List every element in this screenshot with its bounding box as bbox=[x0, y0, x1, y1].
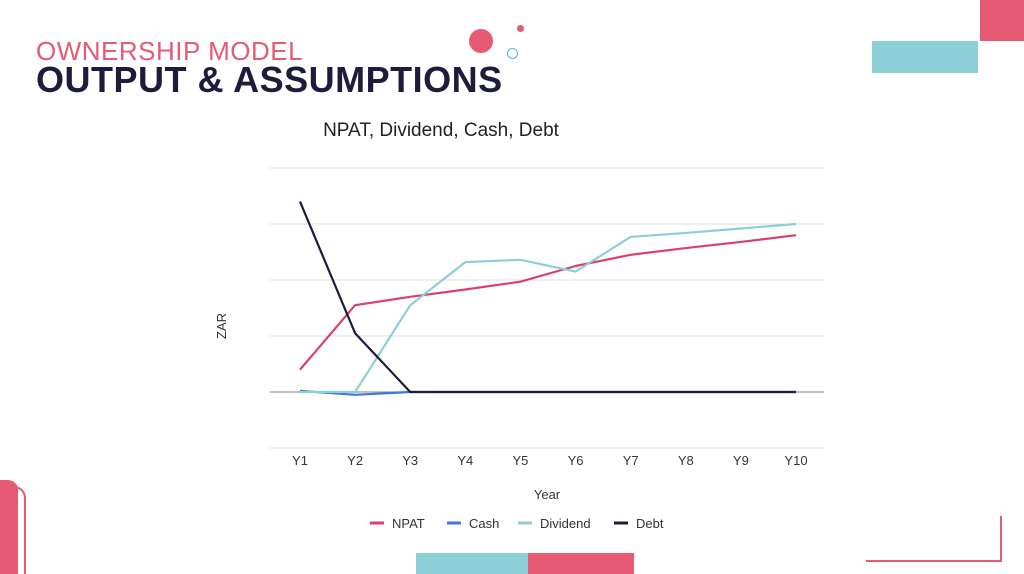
x-tick-label: Y6 bbox=[568, 453, 584, 468]
x-tick-label: Y1 bbox=[292, 453, 308, 468]
deco-teal-bar-top-right bbox=[872, 41, 978, 73]
x-tick-label: Y4 bbox=[457, 453, 473, 468]
chart-legend: NPAT Cash Dividend Debt bbox=[370, 516, 664, 531]
deco-teal-bar-bottom bbox=[416, 553, 528, 574]
deco-pink-circle bbox=[469, 29, 493, 53]
deco-pink-tab-left bbox=[0, 480, 18, 574]
deco-pink-outline-left bbox=[0, 486, 26, 574]
slide-title: OUTPUT & ASSUMPTIONS bbox=[36, 59, 503, 100]
chart-title: NPAT, Dividend, Cash, Debt bbox=[323, 120, 560, 141]
deco-teal-ring bbox=[507, 48, 518, 59]
x-tick-label: Y5 bbox=[512, 453, 528, 468]
legend-label-cash: Cash bbox=[469, 516, 499, 531]
y-axis-label: ZAR bbox=[214, 313, 229, 339]
deco-pink-bar-bottom bbox=[528, 553, 634, 574]
x-tick-label: Y10 bbox=[784, 453, 807, 468]
x-tick-label: Y3 bbox=[402, 453, 418, 468]
legend-label-dividend: Dividend bbox=[540, 516, 591, 531]
x-tick-label: Y9 bbox=[733, 453, 749, 468]
x-tick-label: Y2 bbox=[347, 453, 363, 468]
series-line-debt bbox=[298, 201, 796, 394]
legend-label-debt: Debt bbox=[636, 516, 664, 531]
deco-pink-corner-line bbox=[866, 516, 1002, 562]
slide-subtitle: OWNERSHIP MODEL bbox=[36, 36, 304, 66]
deco-pink-square-top-right bbox=[980, 0, 1024, 41]
series-line-dividend bbox=[300, 222, 797, 394]
x-tick-labels: Y1 Y2 Y3 Y4 Y5 Y6 Y7 Y8 Y9 Y10 bbox=[292, 453, 808, 468]
x-tick-label: Y8 bbox=[678, 453, 694, 468]
x-tick-label: Y7 bbox=[623, 453, 639, 468]
series-line-npat bbox=[299, 234, 797, 371]
deco-small-pink-dot bbox=[517, 25, 524, 32]
x-axis-label: Year bbox=[534, 487, 561, 502]
legend-label-npat: NPAT bbox=[392, 516, 425, 531]
chart-series bbox=[298, 201, 797, 396]
